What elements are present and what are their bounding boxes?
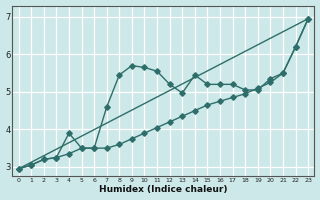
X-axis label: Humidex (Indice chaleur): Humidex (Indice chaleur) xyxy=(99,185,228,194)
